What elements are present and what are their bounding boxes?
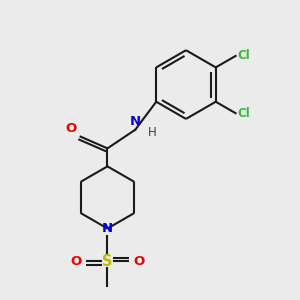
Text: O: O (65, 122, 76, 135)
Text: O: O (70, 255, 81, 268)
Text: Cl: Cl (238, 50, 250, 62)
Text: O: O (134, 255, 145, 268)
Text: Cl: Cl (238, 107, 250, 120)
Text: N: N (102, 222, 113, 235)
Text: N: N (130, 115, 141, 128)
Text: S: S (102, 254, 113, 269)
Text: H: H (148, 127, 157, 140)
